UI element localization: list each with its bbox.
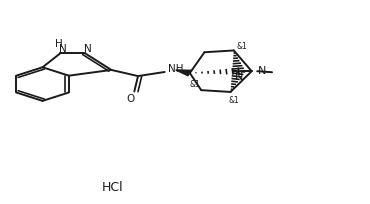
Text: &1: &1 xyxy=(190,79,201,88)
Text: N: N xyxy=(60,43,67,53)
Text: N: N xyxy=(235,72,243,82)
Text: HCl: HCl xyxy=(102,180,124,193)
Text: H: H xyxy=(55,39,62,49)
Text: &1: &1 xyxy=(228,96,239,105)
Text: &1: &1 xyxy=(236,42,247,51)
Text: NH: NH xyxy=(168,64,183,74)
Text: N: N xyxy=(258,66,267,76)
Text: N: N xyxy=(84,43,92,53)
Text: O: O xyxy=(127,93,135,103)
Polygon shape xyxy=(176,71,192,76)
